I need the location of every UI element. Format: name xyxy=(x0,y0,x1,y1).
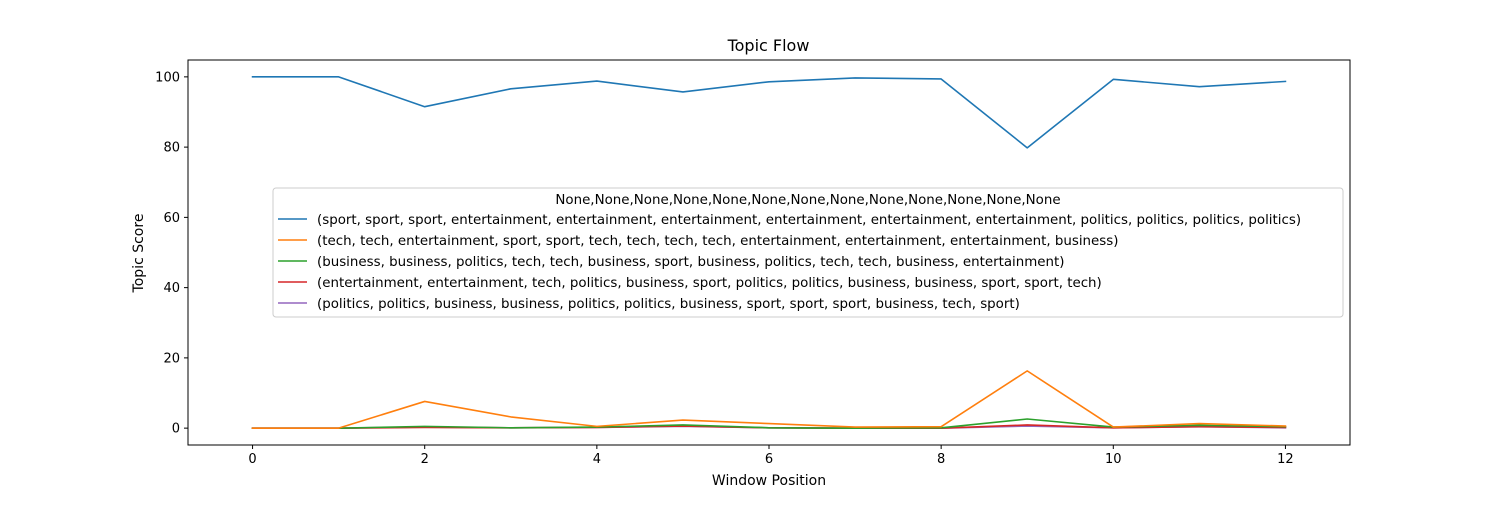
legend-entry-3: (business, business, politics, tech, tec… xyxy=(317,255,1064,270)
legend-entry-5: (politics, politics, business, business,… xyxy=(317,297,1020,312)
legend-entry-1: (sport, sport, sport, entertainment, ent… xyxy=(317,213,1301,228)
x-tick-label-8: 8 xyxy=(937,452,945,467)
y-tick-label-80: 80 xyxy=(163,141,180,156)
y-tick-label-40: 40 xyxy=(163,281,180,296)
y-tick-label-100: 100 xyxy=(155,70,180,85)
x-tick-label-2: 2 xyxy=(421,452,429,467)
legend: None,None,None,None,None,None,None,None,… xyxy=(272,187,1344,318)
x-tick-label-10: 10 xyxy=(1105,452,1122,467)
y-axis-title: Topic Score xyxy=(131,214,147,294)
x-tick-label-0: 0 xyxy=(248,452,256,467)
y-tick-label-60: 60 xyxy=(163,211,180,226)
x-tick-label-12: 12 xyxy=(1277,452,1294,467)
series-line-2 xyxy=(251,370,1287,429)
x-tick-label-6: 6 xyxy=(765,452,773,467)
legend-frame xyxy=(272,187,1344,318)
legend-entry-2: (tech, tech, entertainment, sport, sport… xyxy=(317,234,1118,249)
series-line-1 xyxy=(251,76,1287,149)
x-tick-label-4: 4 xyxy=(593,452,601,467)
x-axis: 0 2 4 6 8 10 12 xyxy=(248,445,1294,467)
chart-title: Topic Flow xyxy=(727,36,810,55)
y-axis: 0 20 40 60 80 100 xyxy=(155,70,188,437)
plot-area xyxy=(251,76,1287,429)
x-axis-title: Window Position xyxy=(712,473,826,489)
y-tick-label-20: 20 xyxy=(163,351,180,366)
y-tick-label-0: 0 xyxy=(172,422,180,437)
legend-entry-4: (entertainment, entertainment, tech, pol… xyxy=(317,276,1102,291)
legend-title: None,None,None,None,None,None,None,None,… xyxy=(555,193,1060,208)
